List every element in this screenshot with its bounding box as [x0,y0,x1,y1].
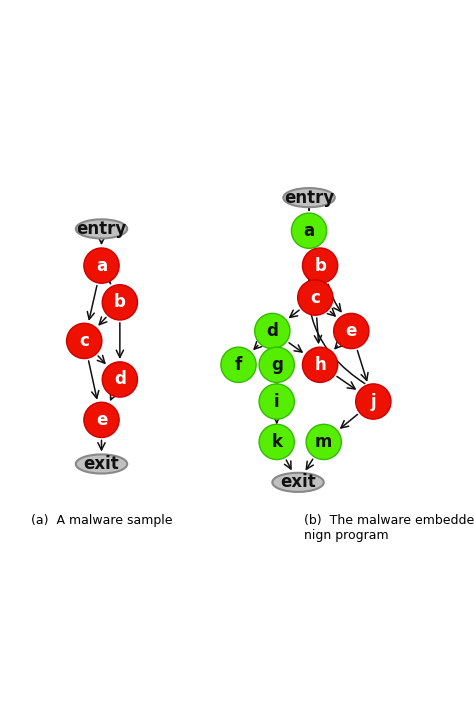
Circle shape [302,248,337,283]
Text: c: c [79,332,89,350]
Text: exit: exit [83,455,119,473]
Circle shape [259,347,294,383]
Text: d: d [114,370,126,388]
Text: entry: entry [76,220,127,238]
Text: g: g [271,356,283,374]
Circle shape [292,213,327,248]
Circle shape [306,424,341,460]
Ellipse shape [76,219,127,238]
Circle shape [259,384,294,419]
Circle shape [259,424,294,460]
Text: exit: exit [280,473,316,492]
Circle shape [102,362,137,397]
Circle shape [334,314,369,348]
Circle shape [298,280,333,315]
Text: (a)  A malware sample: (a) A malware sample [31,513,172,526]
Text: b: b [114,293,126,311]
Text: i: i [274,393,280,410]
Text: b: b [314,256,326,274]
Circle shape [102,285,137,320]
Circle shape [255,314,290,348]
Ellipse shape [76,454,127,473]
Text: a: a [96,256,107,274]
Text: d: d [266,322,278,340]
Text: entry: entry [284,189,334,207]
Text: (b)  The malware embedded inside a be-
nign program: (b) The malware embedded inside a be- ni… [303,513,474,542]
Text: k: k [271,433,282,451]
Circle shape [84,402,119,438]
Text: j: j [371,393,376,410]
Text: c: c [310,288,320,306]
Ellipse shape [272,473,324,492]
Text: e: e [346,322,357,340]
Text: a: a [303,221,315,240]
Circle shape [302,347,337,383]
Circle shape [221,347,256,383]
Text: f: f [235,356,242,374]
Text: h: h [314,356,326,374]
Circle shape [66,323,102,359]
Text: m: m [315,433,332,451]
Text: e: e [96,411,107,429]
Circle shape [356,384,391,419]
Circle shape [84,248,119,283]
Ellipse shape [283,188,335,207]
